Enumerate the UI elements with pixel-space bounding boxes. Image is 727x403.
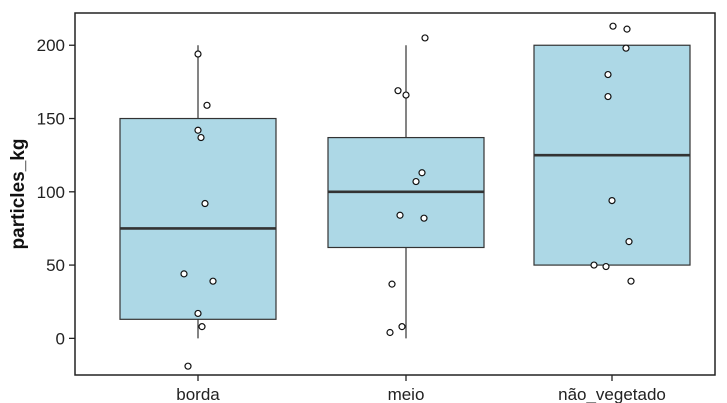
data-point: [396, 211, 404, 219]
data-point: [412, 177, 420, 186]
x-tick-label: não_vegetado: [558, 385, 666, 403]
data-point: [197, 133, 205, 142]
data-point: [398, 323, 406, 331]
data-point: [388, 280, 396, 288]
data-point: [604, 92, 612, 101]
data-point: [180, 270, 188, 278]
data-point: [201, 199, 209, 208]
data-point: [194, 50, 202, 58]
y-tick-label: 150: [37, 110, 65, 129]
data-point: [418, 169, 426, 177]
data-point: [386, 328, 394, 337]
data-point: [194, 309, 202, 318]
data-point: [194, 126, 202, 134]
data-point: [421, 34, 429, 42]
data-point: [602, 262, 610, 271]
data-point: [627, 277, 635, 285]
data-point: [590, 261, 598, 269]
x-tick-label: meio: [388, 385, 425, 403]
axes: 0 50 100 150 200 borda meio não_vegetado: [37, 36, 666, 403]
data-point: [402, 91, 410, 99]
data-point: [608, 196, 616, 205]
data-point: [203, 101, 211, 109]
data-point: [625, 238, 633, 246]
data-point: [209, 277, 217, 285]
x-tick-label: borda: [176, 385, 220, 403]
data-point: [420, 214, 428, 222]
plot-area: [119, 22, 691, 370]
y-tick-label: 100: [37, 183, 65, 202]
data-point: [623, 25, 631, 33]
data-point: [394, 87, 402, 95]
y-tick-label: 0: [56, 329, 65, 348]
data-point: [604, 70, 612, 79]
data-point: [198, 323, 206, 331]
y-tick-label: 50: [46, 256, 65, 275]
data-point: [622, 44, 630, 52]
box-1: [119, 117, 277, 320]
data-point: [609, 22, 617, 30]
data-point: [184, 362, 192, 370]
y-axis-title: particles_kg: [8, 139, 29, 250]
y-tick-label: 200: [37, 36, 65, 55]
plot-panel-border: [74, 12, 716, 376]
